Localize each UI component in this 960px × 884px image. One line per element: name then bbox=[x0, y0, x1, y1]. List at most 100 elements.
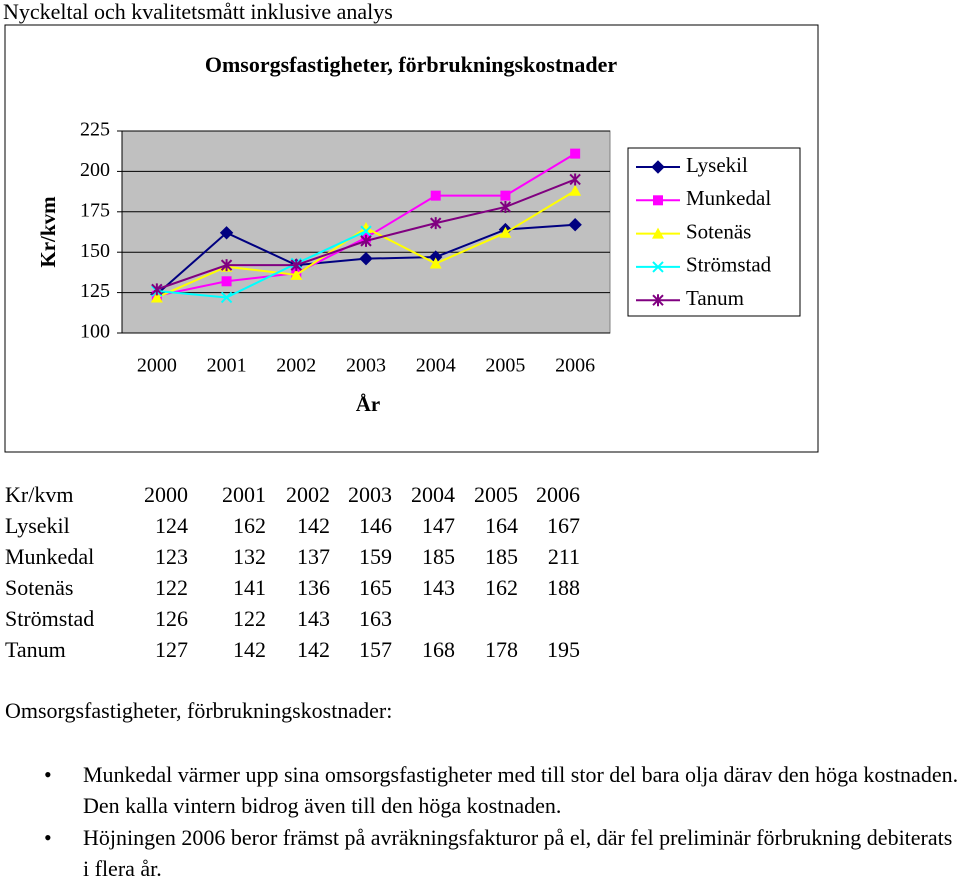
table-cell: 164 bbox=[485, 513, 518, 538]
table-cell: 124 bbox=[155, 513, 188, 538]
marker bbox=[653, 195, 663, 206]
table-cell: 136 bbox=[297, 575, 330, 600]
marker bbox=[220, 291, 233, 304]
table-cell: 143 bbox=[297, 606, 330, 631]
analysis-title: Omsorgsfastigheter, förbrukningskostnade… bbox=[5, 698, 393, 723]
marker bbox=[430, 190, 441, 201]
table-cell: 2005 bbox=[474, 482, 518, 507]
marker bbox=[360, 221, 372, 233]
marker bbox=[652, 227, 664, 239]
row-label: Munkedal bbox=[5, 544, 95, 569]
x-tick-label: 2003 bbox=[346, 355, 386, 377]
table-cell: 2003 bbox=[348, 482, 392, 507]
marker bbox=[652, 294, 664, 307]
marker bbox=[499, 226, 512, 238]
table-cell: 185 bbox=[485, 544, 518, 569]
table-cell: 168 bbox=[422, 637, 455, 662]
marker bbox=[430, 217, 442, 230]
table-cell: 2001 bbox=[222, 482, 266, 507]
marker bbox=[429, 257, 442, 269]
table-cell: 122 bbox=[233, 606, 266, 631]
marker bbox=[499, 200, 512, 213]
bullet: Munkedal värmer upp sina omsorgsfastighe… bbox=[0, 759, 960, 821]
table-cell: 127 bbox=[155, 637, 188, 662]
marker bbox=[360, 234, 372, 247]
y-axis-label: Kr/kvm bbox=[36, 196, 60, 268]
table-cell: 142 bbox=[297, 637, 330, 662]
legend-label: Munkedal bbox=[686, 186, 771, 210]
table-cell: 146 bbox=[359, 513, 392, 538]
table-cell: 157 bbox=[359, 637, 392, 662]
table-cell: 143 bbox=[422, 575, 455, 600]
table-cell: 137 bbox=[297, 544, 330, 569]
x-tick-label: 2002 bbox=[276, 355, 316, 377]
row-label: Tanum bbox=[5, 637, 66, 662]
marker bbox=[570, 148, 581, 159]
table-cell: 147 bbox=[422, 513, 455, 538]
marker bbox=[290, 259, 302, 272]
bullet-list: Munkedal värmer upp sina omsorgsfastighe… bbox=[0, 759, 960, 884]
marker bbox=[569, 184, 582, 196]
table-cell: 142 bbox=[297, 513, 330, 538]
marker bbox=[651, 160, 665, 174]
chart: Omsorgsfastigheter, förbrukningskostnade… bbox=[4, 24, 819, 453]
row-label: Kr/kvm bbox=[5, 482, 74, 507]
marker bbox=[652, 261, 664, 273]
table-cell: 122 bbox=[155, 575, 188, 600]
marker bbox=[569, 173, 581, 186]
marker bbox=[219, 226, 234, 240]
table-cell: 167 bbox=[547, 513, 580, 538]
table-cell: 165 bbox=[359, 575, 392, 600]
bullet: Höjningen 2006 beror främst på avräkning… bbox=[0, 822, 960, 884]
x-axis-label: År bbox=[356, 392, 381, 416]
legend-label: Tanum bbox=[686, 286, 744, 310]
table-cell: 163 bbox=[359, 606, 392, 631]
table-cell: 2004 bbox=[411, 482, 455, 507]
table-cell: 211 bbox=[547, 544, 580, 569]
marker bbox=[220, 259, 233, 272]
table-cell: 126 bbox=[155, 606, 188, 631]
legend-label: Strömstad bbox=[686, 253, 772, 277]
marker bbox=[221, 276, 232, 287]
marker bbox=[360, 225, 372, 237]
table-cell: 188 bbox=[547, 575, 580, 600]
table-cell: 178 bbox=[485, 637, 518, 662]
x-tick-label: 2000 bbox=[137, 355, 177, 377]
y-tick-label: 200 bbox=[80, 159, 110, 181]
table-cell: 185 bbox=[422, 544, 455, 569]
marker bbox=[290, 268, 303, 280]
table-cell: 142 bbox=[233, 637, 266, 662]
table-cell: 141 bbox=[233, 575, 266, 600]
y-tick-label: 175 bbox=[80, 199, 110, 221]
x-tick-label: 2004 bbox=[416, 355, 456, 377]
legend-label: Lysekil bbox=[686, 153, 748, 177]
table-cell: 2006 bbox=[536, 482, 580, 507]
marker bbox=[151, 283, 163, 296]
table-cell: 162 bbox=[485, 575, 518, 600]
table-cell: 162 bbox=[233, 513, 266, 538]
table-cell: 123 bbox=[155, 544, 188, 569]
table-cell: 195 bbox=[547, 637, 580, 662]
table-cell: 159 bbox=[359, 544, 392, 569]
row-label: Sotenäs bbox=[5, 575, 74, 600]
y-tick-label: 150 bbox=[80, 240, 110, 262]
x-tick-label: 2005 bbox=[485, 355, 525, 377]
series-line bbox=[156, 230, 367, 299]
marker bbox=[150, 291, 163, 303]
table-cell: 132 bbox=[233, 544, 266, 569]
table-cell: 2000 bbox=[144, 482, 188, 507]
x-tick-label: 2006 bbox=[555, 355, 595, 377]
marker bbox=[568, 218, 582, 232]
row-label: Strömstad bbox=[5, 606, 95, 631]
y-tick-label: 125 bbox=[80, 280, 110, 302]
y-tick-label: 225 bbox=[80, 119, 110, 141]
heading: Nyckeltal och kvalitetsmått inklusive an… bbox=[3, 0, 393, 24]
table-cell: 2002 bbox=[286, 482, 330, 507]
y-tick-label: 100 bbox=[80, 321, 110, 343]
row-label: Lysekil bbox=[5, 513, 70, 538]
chart-title: Omsorgsfastigheter, förbrukningskostnade… bbox=[205, 52, 618, 77]
x-tick-label: 2001 bbox=[207, 355, 247, 377]
legend-label: Sotenäs bbox=[686, 219, 751, 243]
marker bbox=[359, 251, 373, 266]
